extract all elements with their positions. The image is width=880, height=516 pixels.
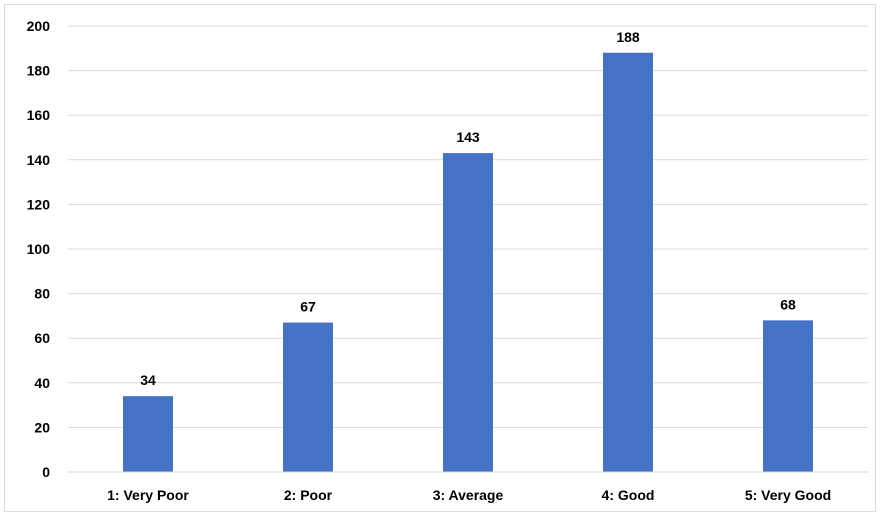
bar-2 <box>283 322 333 472</box>
x-tick-label-4: 4: Good <box>602 487 655 503</box>
x-tick-label-5: 5: Very Good <box>745 487 831 503</box>
y-axis-ticks: 0 20 40 60 80 100 120 140 160 180 200 <box>27 18 51 480</box>
y-tick-label: 0 <box>42 464 50 480</box>
gridlines <box>68 25 868 428</box>
y-tick-label: 60 <box>34 330 50 346</box>
data-label-4: 188 <box>616 29 640 45</box>
y-tick-label: 140 <box>27 152 51 168</box>
data-label-2: 67 <box>300 299 316 315</box>
x-tick-label-1: 1: Very Poor <box>107 487 189 503</box>
bar-5 <box>763 320 813 472</box>
x-tick-label-2: 2: Poor <box>284 487 333 503</box>
bar-1 <box>123 396 173 472</box>
bar-3 <box>443 153 493 473</box>
y-tick-label: 120 <box>27 196 51 212</box>
y-tick-label: 160 <box>27 107 51 123</box>
y-tick-label: 200 <box>27 18 51 34</box>
bar-4 <box>603 52 653 472</box>
data-labels: 34 67 143 188 68 <box>140 29 796 388</box>
y-tick-label: 100 <box>27 241 51 257</box>
y-tick-label: 180 <box>27 63 51 79</box>
y-tick-label: 80 <box>34 286 50 302</box>
data-label-5: 68 <box>780 296 796 312</box>
x-tick-label-3: 3: Average <box>433 487 504 503</box>
x-axis-ticks: 1: Very Poor 2: Poor 3: Average 4: Good 5: V… <box>107 487 831 503</box>
data-label-1: 34 <box>140 372 156 388</box>
bars <box>123 52 813 473</box>
y-tick-label: 20 <box>34 419 50 435</box>
data-label-3: 143 <box>456 129 480 145</box>
y-tick-label: 40 <box>34 375 50 391</box>
